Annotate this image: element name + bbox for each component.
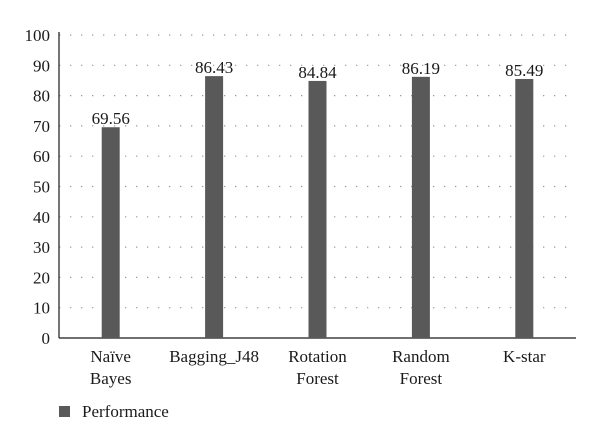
y-tick-label: 50 [33, 178, 50, 197]
y-tick-label: 40 [33, 208, 50, 227]
legend-swatch [59, 406, 70, 417]
data-labels: 69.56 86.43 84.84 86.19 85.49 [92, 58, 544, 128]
data-label: 84.84 [298, 63, 337, 82]
bar [515, 78, 534, 338]
data-label: 69.56 [92, 109, 130, 128]
x-category-label: Bagging_J48 [169, 347, 259, 366]
y-tick-label: 30 [33, 238, 50, 257]
x-axis-categories: Naïve Bayes Bagging_J48 Rotation Forest Rando… [90, 347, 546, 388]
data-label: 85.49 [505, 61, 543, 80]
data-label: 86.43 [195, 58, 233, 77]
x-category-label: Rotation [288, 347, 347, 366]
x-category-label: Random [392, 347, 450, 366]
x-category-label: Forest [400, 369, 443, 388]
data-label: 86.19 [402, 59, 440, 78]
y-tick-label: 60 [33, 147, 50, 166]
x-category-label: Forest [296, 369, 339, 388]
bar [411, 76, 430, 338]
y-tick-label: 70 [33, 117, 50, 136]
x-category-label: K-star [503, 347, 546, 366]
y-tick-label: 0 [42, 329, 51, 348]
y-tick-label: 90 [33, 56, 50, 75]
bars [101, 76, 534, 339]
x-category-label: Naïve [90, 347, 131, 366]
bar [205, 76, 224, 339]
legend: Performance [59, 402, 169, 421]
legend-label: Performance [82, 402, 169, 421]
bar [308, 80, 327, 338]
y-tick-label: 10 [33, 299, 50, 318]
y-tick-label: 100 [25, 26, 51, 45]
x-category-label: Bayes [90, 369, 132, 388]
y-tick-label: 20 [33, 268, 50, 287]
bar [101, 127, 120, 338]
y-tick-label: 80 [33, 87, 50, 106]
y-axis-ticks: 0 10 20 30 40 50 60 70 80 90 100 [25, 26, 51, 348]
